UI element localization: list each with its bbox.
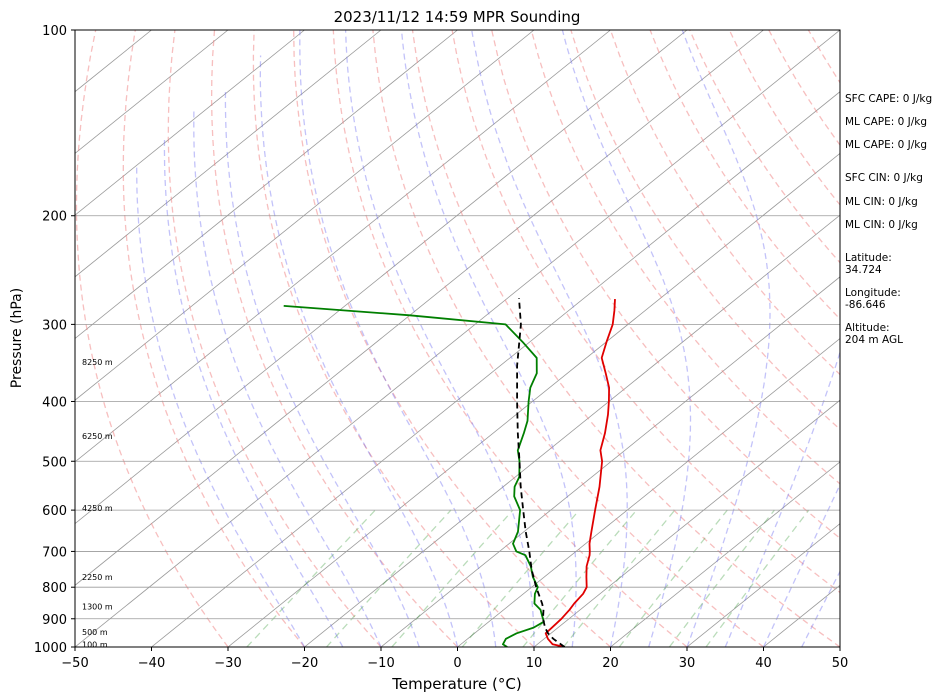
y-tick-label: 300 xyxy=(42,318,67,333)
x-tick-label: 50 xyxy=(832,656,849,671)
moist-adiabat xyxy=(299,30,497,647)
dry-adiabat xyxy=(411,30,840,647)
height-label: 8250 m xyxy=(82,358,113,367)
dry-adiabat xyxy=(451,30,840,594)
isotherm-line xyxy=(75,30,764,586)
x-tick-label: 0 xyxy=(453,656,461,671)
height-labels: 100 m 500 m 1300 m 2250 m 4250 m 6250 m 8250 m xyxy=(82,358,113,649)
side-annotation: SFC CAPE: 0 J/kg xyxy=(845,93,932,105)
isotherm-line xyxy=(75,30,688,525)
y-tick-label: 800 xyxy=(42,581,67,596)
side-annotation: ML CAPE: 0 J/kg xyxy=(845,139,927,151)
x-axis-ticks: −50 −40 −30 −20 −10 0 10 20 30 40 50 xyxy=(61,647,848,671)
x-tick-label: −30 xyxy=(214,656,241,671)
y-axis-ticks: 1000 900 800 700 600 500 400 300 200 100 xyxy=(34,24,75,656)
y-tick-label: 1000 xyxy=(34,641,67,656)
x-tick-label: −20 xyxy=(291,656,318,671)
moist-adiabat xyxy=(193,110,382,647)
dry-adiabat xyxy=(167,30,382,647)
isotherm-line xyxy=(75,30,382,278)
profile-line-2 xyxy=(516,298,566,647)
isotherm-line xyxy=(457,337,840,647)
isotherm-line xyxy=(227,152,840,647)
isotherm-line xyxy=(75,30,535,401)
moist-adiabat xyxy=(224,89,420,647)
moist-adiabat xyxy=(724,30,840,647)
side-annotation: ML CIN: 0 J/kg xyxy=(845,196,918,208)
isotherm-line xyxy=(75,30,611,463)
dry-adiabat xyxy=(649,30,840,321)
y-tick-label: 500 xyxy=(42,455,67,470)
moist-adiabat xyxy=(163,138,344,647)
y-axis-label: Pressure (hPa) xyxy=(9,288,25,388)
isotherm-line xyxy=(75,30,840,647)
dry-adiabat xyxy=(927,30,947,647)
x-tick-label: 30 xyxy=(679,656,696,671)
height-label: 4250 m xyxy=(82,504,113,513)
height-label: 1300 m xyxy=(82,603,113,612)
x-tick-label: 40 xyxy=(755,656,772,671)
y-tick-label: 100 xyxy=(42,24,67,39)
y-tick-label: 700 xyxy=(42,545,67,560)
mixing-ratio-line xyxy=(391,509,514,647)
height-label: 2250 m xyxy=(82,573,113,582)
height-label: 6250 m xyxy=(82,432,113,441)
moist-adiabat xyxy=(681,30,771,647)
isotherm-line xyxy=(75,30,458,340)
moist-adiabat xyxy=(400,30,577,647)
moist-adiabat xyxy=(561,30,692,647)
dry-adiabat xyxy=(252,30,535,647)
side-annotation: SFC CIN: 0 J/kg xyxy=(845,172,923,184)
isotherm-line xyxy=(686,523,840,647)
chart-title: 2023/11/12 14:59 MPR Sounding xyxy=(334,8,581,26)
side-annotation: Longitude: -86.646 xyxy=(845,287,901,311)
isotherm-line xyxy=(304,214,840,647)
moist-adiabat xyxy=(471,30,628,647)
x-axis-label: Temperature (°C) xyxy=(391,675,521,693)
y-tick-label: 200 xyxy=(42,210,67,225)
y-tick-label: 600 xyxy=(42,504,67,519)
side-annotation: Altitude: 204 m AGL xyxy=(845,322,903,346)
side-annotation: ML CAPE: 0 J/kg xyxy=(845,116,927,128)
profile-series xyxy=(283,298,616,647)
dry-adiabat xyxy=(75,30,229,647)
x-tick-label: −50 xyxy=(61,656,88,671)
x-tick-label: −10 xyxy=(367,656,394,671)
profile-line-0 xyxy=(544,299,616,647)
dry-adiabat xyxy=(332,30,688,647)
side-annotation: Latitude: 34.724 xyxy=(845,252,892,276)
dry-adiabat xyxy=(293,30,611,647)
dry-adiabat xyxy=(122,30,306,647)
isotherm-line xyxy=(75,30,305,216)
height-label: 500 m xyxy=(82,628,108,637)
x-tick-label: 20 xyxy=(602,656,619,671)
isotherm-line xyxy=(75,30,229,154)
isotherm-line xyxy=(380,276,840,647)
isotherm-line xyxy=(610,461,840,647)
dry-adiabat xyxy=(372,30,764,647)
x-tick-label: 10 xyxy=(526,656,543,671)
isotherm-line xyxy=(151,91,840,647)
side-annotations: SFC CAPE: 0 J/kg ML CAPE: 0 J/kg ML CAPE: … xyxy=(845,93,932,346)
height-label: 100 m xyxy=(82,640,108,649)
moist-adiabat xyxy=(136,164,306,647)
background-lines xyxy=(75,30,947,647)
moist-adiabat xyxy=(344,30,535,647)
mixing-ratio-line xyxy=(461,509,580,647)
isobars xyxy=(75,30,840,647)
x-tick-label: −40 xyxy=(138,656,165,671)
profile-line-1 xyxy=(283,305,545,647)
mixing-ratio-line xyxy=(326,509,452,647)
dry-adiabat xyxy=(609,30,840,376)
side-annotation: ML CIN: 0 J/kg xyxy=(845,219,918,231)
mixing-ratio-line xyxy=(246,509,376,647)
moist-adiabat xyxy=(259,55,459,647)
isotherm-line xyxy=(533,399,840,647)
y-tick-label: 900 xyxy=(42,613,67,628)
y-tick-label: 400 xyxy=(42,395,67,410)
dry-adiabat xyxy=(210,30,458,647)
